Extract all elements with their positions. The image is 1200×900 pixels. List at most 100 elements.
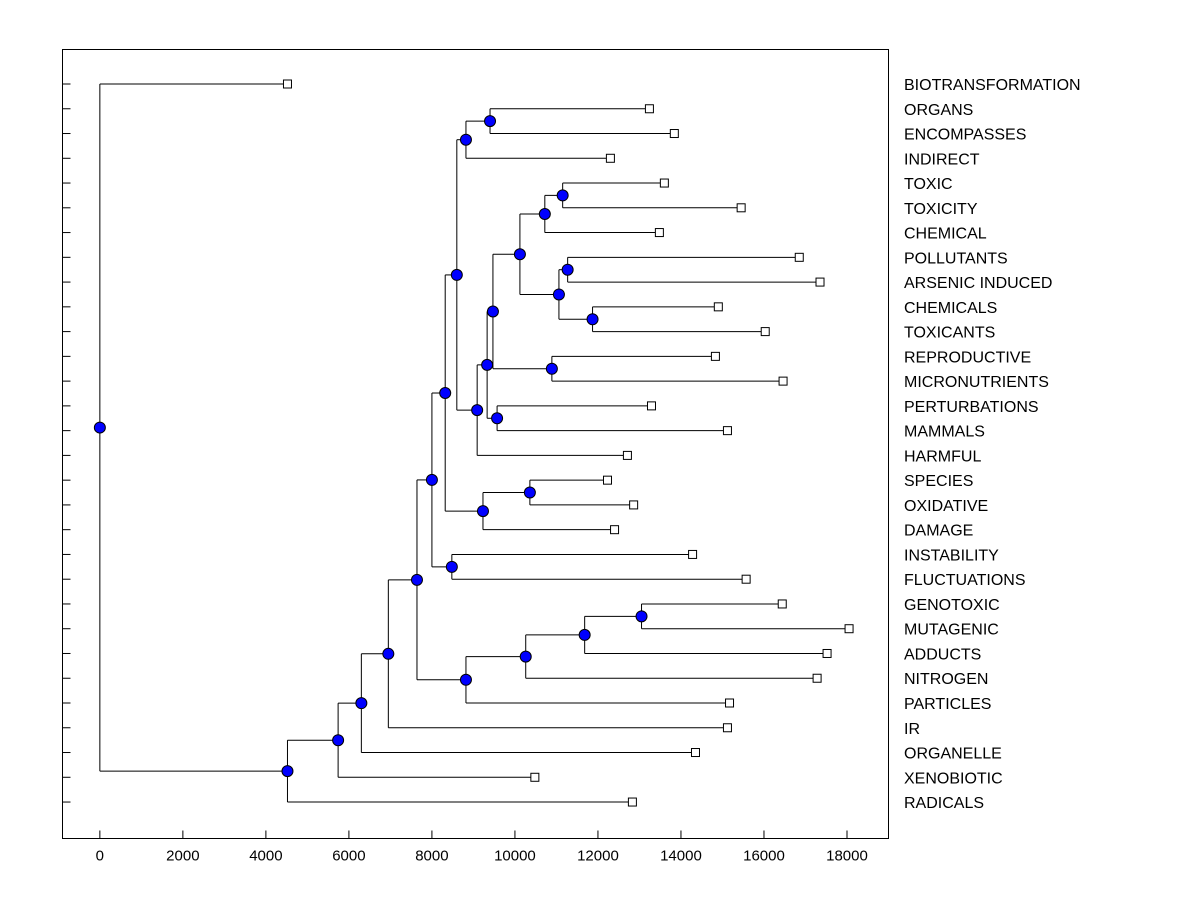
leaf-marker <box>794 252 804 262</box>
merge-node <box>484 115 497 128</box>
merge-node <box>93 421 106 434</box>
leaf-marker <box>815 277 825 287</box>
leaf-marker <box>669 129 679 139</box>
merge-node <box>519 650 532 663</box>
leaf-labels: BIOTRANSFORMATION ORGANS ENCOMPASSES INDIRE… <box>904 77 1081 812</box>
plot-frame <box>62 49 889 839</box>
leaf-label: SPECIES <box>904 473 973 490</box>
merge-node <box>538 207 551 220</box>
x-tick-label: 14000 <box>660 848 702 865</box>
merge-node <box>281 765 294 778</box>
leaf-marker <box>654 228 664 238</box>
leaf-label: INDIRECT <box>904 151 980 168</box>
merge-node <box>471 404 484 417</box>
merge-node <box>523 486 536 499</box>
leaf-label: ORGANELLE <box>904 746 1002 763</box>
leaf-label: NITROGEN <box>904 671 988 688</box>
leaf-marker <box>778 376 788 386</box>
leaf-label: FLUCTUATIONS <box>904 572 1025 589</box>
x-tick-label: 10000 <box>494 848 536 865</box>
leaf-label: XENOBIOTIC <box>904 770 1003 787</box>
merge-node <box>355 697 368 710</box>
merge-node <box>552 288 565 301</box>
merge-node <box>425 473 438 486</box>
leaf-label: PERTURBATIONS <box>904 399 1039 416</box>
leaf-marker <box>688 549 698 559</box>
leaf-marker <box>713 302 723 312</box>
leaf-label: TOXICITY <box>904 201 978 218</box>
leaf-marker <box>736 203 746 213</box>
merge-node <box>491 412 504 425</box>
leaf-label: TOXICANTS <box>904 325 995 342</box>
leaf-marker <box>646 401 656 411</box>
leaf-marker <box>710 351 720 361</box>
merge-node <box>476 505 489 518</box>
x-tick-label: 18000 <box>826 848 868 865</box>
merge-node <box>459 673 472 686</box>
merge-node <box>556 189 569 202</box>
leaf-label: ORGANS <box>904 102 973 119</box>
merge-node <box>382 647 395 660</box>
leaf-markers <box>282 79 854 807</box>
merge-node <box>332 734 345 747</box>
leaf-marker <box>760 327 770 337</box>
leaf-label: MUTAGENIC <box>904 622 999 639</box>
merge-node <box>513 248 526 261</box>
leaf-marker <box>741 574 751 584</box>
leaf-label: INSTABILITY <box>904 547 999 564</box>
leaf-label: ARSENIC INDUCED <box>904 275 1052 292</box>
leaf-marker <box>644 104 654 114</box>
merge-node <box>459 133 472 146</box>
merge-node <box>439 387 452 400</box>
leaf-label: CHEMICAL <box>904 226 987 243</box>
x-tick-label: 8000 <box>415 848 448 865</box>
leaf-label: IR <box>904 721 920 738</box>
x-tick-label: 0 <box>96 848 104 865</box>
leaf-label: ADDUCTS <box>904 646 981 663</box>
merge-node <box>450 268 463 281</box>
leaf-label: HARMFUL <box>904 448 981 465</box>
x-tick-label: 16000 <box>743 848 785 865</box>
leaf-label: MICRONUTRIENTS <box>904 374 1049 391</box>
merge-node <box>545 362 558 375</box>
leaf-marker <box>844 624 854 634</box>
merge-node <box>586 313 599 326</box>
leaf-marker <box>725 698 735 708</box>
x-tick-label: 6000 <box>332 848 365 865</box>
leaf-marker <box>722 723 732 733</box>
leaf-marker <box>622 450 632 460</box>
x-tick-label: 2000 <box>166 848 199 865</box>
leaf-marker <box>602 475 612 485</box>
leaf-label: OXIDATIVE <box>904 498 988 515</box>
leaf-marker <box>530 772 540 782</box>
leaf-marker <box>629 500 639 510</box>
merge-node <box>561 263 574 276</box>
leaf-marker <box>659 178 669 188</box>
leaf-label: POLLUTANTS <box>904 250 1008 267</box>
leaf-label: TOXIC <box>904 176 953 193</box>
leaf-label: CHEMICALS <box>904 300 997 317</box>
leaf-marker <box>690 748 700 758</box>
leaf-marker <box>812 673 822 683</box>
leaf-label: PARTICLES <box>904 696 991 713</box>
leaf-label: DAMAGE <box>904 523 973 540</box>
leaf-marker <box>777 599 787 609</box>
links <box>99 83 850 803</box>
merge-node <box>445 560 458 573</box>
leaf-marker <box>610 525 620 535</box>
leaf-marker <box>282 79 292 89</box>
merge-node <box>481 358 494 371</box>
leaf-label: BIOTRANSFORMATION <box>904 77 1081 94</box>
leaf-label: MAMMALS <box>904 424 985 441</box>
leaf-label: ENCOMPASSES <box>904 127 1026 144</box>
leaf-label: GENOTOXIC <box>904 597 1000 614</box>
x-tick-label: 12000 <box>577 848 619 865</box>
leaf-marker <box>627 797 637 807</box>
leaf-label: REPRODUCTIVE <box>904 349 1031 366</box>
x-tick-label: 4000 <box>249 848 282 865</box>
leaf-marker <box>605 153 615 163</box>
x-axis: 0 2000 4000 6000 8000 10000 12000 14000 16000 180… <box>62 83 868 865</box>
leaf-label: RADICALS <box>904 795 984 812</box>
merge-node <box>635 610 648 623</box>
